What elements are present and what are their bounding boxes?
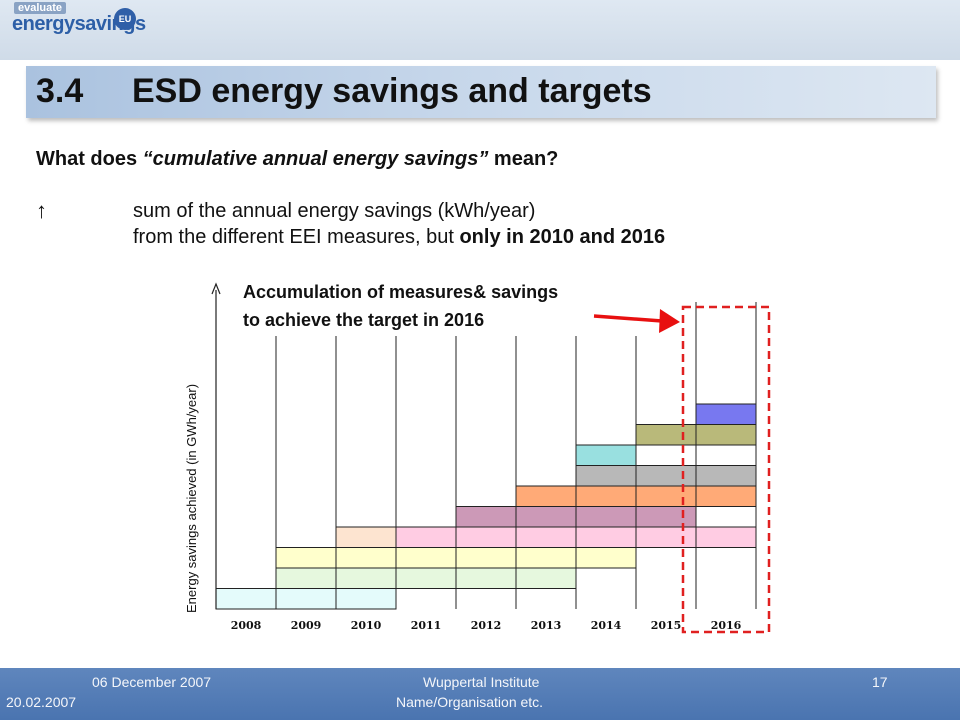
measure-segment [575,485,637,507]
y-axis-label: Energy savings achieved (in GWh/year) [184,384,199,613]
footer-date-2: 20.02.2007 [6,694,77,710]
measure-segment [335,567,397,589]
measure-segment [275,567,337,589]
measure-segment [695,424,757,446]
footer: 06 December 2007 20.02.2007 Wuppertal In… [0,668,960,720]
measure-segment [395,547,457,569]
measure-segment [275,588,337,610]
measure-segment [335,547,397,569]
chart-svg: 2008 2009 2010 2011 2012 2013 2014 2015 2016 Ener… [184,282,771,634]
measure-segment [695,465,757,487]
pointer-arrow [593,314,663,323]
slide-title: 3.4 ESD energy savings and targets [36,72,652,111]
bullet-line2-bold: only in 2010 and 2016 [459,226,666,248]
x-tick-label: 2011 [411,619,442,632]
highlight-box-2016 [681,305,771,634]
measure-segment [215,588,277,610]
measure-segment [515,526,577,548]
title-bar [26,66,936,118]
x-tick-label: 2012 [471,619,502,632]
logo-line2: energysavings [12,13,146,35]
up-arrow-bullet-icon: ↑ [36,198,47,223]
measure-segment [455,547,517,569]
measure-segment [575,547,637,569]
measure-segment [635,526,697,548]
measure-segment [455,526,517,548]
measure-segment [395,567,457,589]
question-prefix: What does [36,148,143,170]
chart-title-line: Accumulation of measures& savings [243,282,558,302]
x-tick-label: 2010 [351,619,382,632]
measure-segment [515,547,577,569]
section-number: 3.4 [36,72,84,110]
measure-segment [635,506,697,528]
question-suffix: mean? [488,148,559,170]
bullet-line1: sum of the annual energy savings (kWh/ye… [133,200,536,222]
pointer-arrowhead-icon [659,309,680,333]
y-axis-arrow-icon [211,282,221,295]
title-text: ESD energy savings and targets [132,72,652,110]
bullet-line2: from the different EEI measures, but onl… [133,224,665,250]
measure-segment [455,506,517,528]
x-tick-label: 2013 [531,619,562,632]
measure-segment [575,444,637,466]
footer-org-2: Name/Organisation etc. [396,694,544,710]
measure-segment [575,506,637,528]
measure-segment [575,526,637,548]
question-emphasis: “cumulative annual energy savings” [142,148,489,170]
measure-segment [335,588,397,610]
footer-date-1: 06 December 2007 [92,674,212,690]
measure-segment [695,485,757,507]
page-number: 17 [872,674,888,690]
measure-segment [635,424,697,446]
x-tick-label: 2008 [231,619,262,632]
measure-segment [515,485,577,507]
measure-segment [515,567,577,589]
logo-line1: evaluate [14,2,67,14]
x-tick-label: 2015 [651,619,682,632]
measure-segment [335,526,397,548]
measure-segment [695,526,757,548]
measure-segment [455,567,517,589]
footer-org-1: Wuppertal Institute [423,674,540,690]
measure-segment [695,403,757,425]
top-banner [0,0,960,60]
bullet-text: sum of the annual energy savings (kWh/ye… [133,198,665,250]
accumulation-chart: 2008 2009 2010 2011 2012 2013 2014 2015 2016 Ener… [0,270,960,670]
x-tick-label: 2009 [291,619,322,632]
measure-segment [575,465,637,487]
question-heading: What does “cumulative annual energy savi… [36,148,558,171]
x-tick-label: 2014 [591,619,622,632]
eu-stars-icon: EU [114,8,136,30]
evaluate-energy-savings-logo: evaluate energysavings EU [6,2,146,42]
chart-title-line: to achieve the target in 2016 [243,310,484,330]
measure-segment [275,547,337,569]
measure-segment [395,526,457,548]
measure-segment [635,465,697,487]
measure-segment [635,485,697,507]
x-tick-label: 2016 [711,619,742,632]
measure-segment [515,506,577,528]
bullet-line2-prefix: from the different EEI measures, but [133,226,460,248]
